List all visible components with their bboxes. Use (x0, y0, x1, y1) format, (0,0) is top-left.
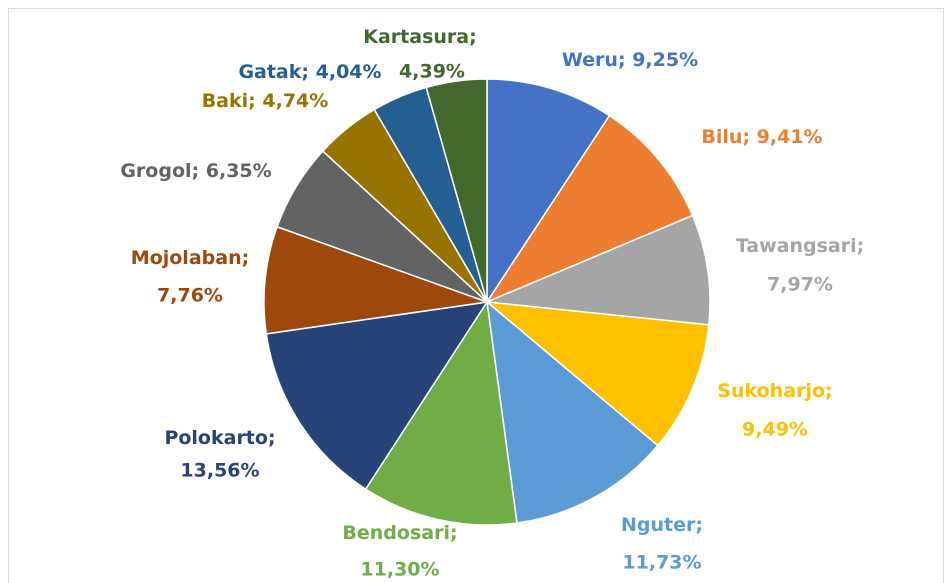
pie-slice (265, 301, 489, 491)
category-name: Gatak (238, 61, 301, 83)
value-label: 9,25% (632, 49, 698, 71)
pie-slice (486, 214, 711, 326)
data-label: Weru; 9,25% (562, 49, 698, 71)
pie-slice (364, 299, 518, 526)
data-label: Bendosari; (342, 522, 457, 544)
data-label: Kartasura; (363, 26, 476, 48)
data-label: Bilu; 9,41% (701, 126, 822, 148)
category-name: Tawangsari (736, 235, 857, 257)
value-label: 6,35% (206, 160, 272, 182)
data-label: Baki; 4,74% (202, 90, 329, 112)
label-separator: ; (192, 160, 200, 182)
label-separator: ; (248, 90, 256, 112)
pie-slice (263, 225, 488, 335)
space (626, 49, 633, 71)
value-label: 7,97% (767, 274, 833, 296)
label-separator: ; (857, 235, 865, 257)
data-label: Tawangsari; (736, 235, 864, 257)
value-label: 11,73% (622, 552, 701, 574)
category-name: Kartasura (363, 26, 469, 48)
label-separator: ; (450, 522, 458, 544)
value-label: 13,56% (180, 460, 259, 482)
label-separator: ; (242, 247, 250, 269)
value-label: 4,74% (262, 90, 328, 112)
label-separator: ; (268, 427, 276, 449)
category-name: Nguter (621, 514, 696, 536)
category-name: Bilu (701, 126, 742, 148)
pie-slice (485, 114, 694, 304)
category-name: Weru (562, 49, 618, 71)
category-name: Sukoharjo (717, 380, 825, 402)
space (199, 160, 206, 182)
category-name: Mojolaban (131, 247, 242, 269)
category-name: Polokarto (164, 427, 268, 449)
space (309, 61, 316, 83)
label-separator: ; (695, 514, 703, 536)
space (750, 126, 757, 148)
data-label: Nguter; (621, 514, 703, 536)
data-label: Sukoharjo; (717, 380, 832, 402)
pie-slice (486, 78, 611, 305)
label-separator: ; (825, 380, 833, 402)
data-label: Gatak; 4,04% (238, 61, 381, 83)
data-label: Polokarto; (164, 427, 275, 449)
label-separator: ; (618, 49, 626, 71)
value-label: 11,30% (360, 559, 439, 581)
data-label: Grogol; 6,35% (120, 160, 271, 182)
pie-slice (425, 78, 488, 303)
pie-slice (484, 301, 710, 447)
category-name: Bendosari (342, 522, 450, 544)
value-label: 4,39% (399, 61, 465, 83)
data-label: Mojolaban; (131, 247, 249, 269)
label-separator: ; (742, 126, 750, 148)
value-label: 9,41% (757, 126, 823, 148)
space (256, 90, 263, 112)
value-label: 4,04% (316, 61, 382, 83)
value-label: 7,76% (157, 285, 223, 307)
label-separator: ; (469, 26, 477, 48)
label-separator: ; (301, 61, 309, 83)
value-label: 9,49% (742, 419, 808, 441)
category-name: Grogol (120, 160, 191, 182)
pie-slice (485, 300, 659, 524)
category-name: Baki (202, 90, 248, 112)
